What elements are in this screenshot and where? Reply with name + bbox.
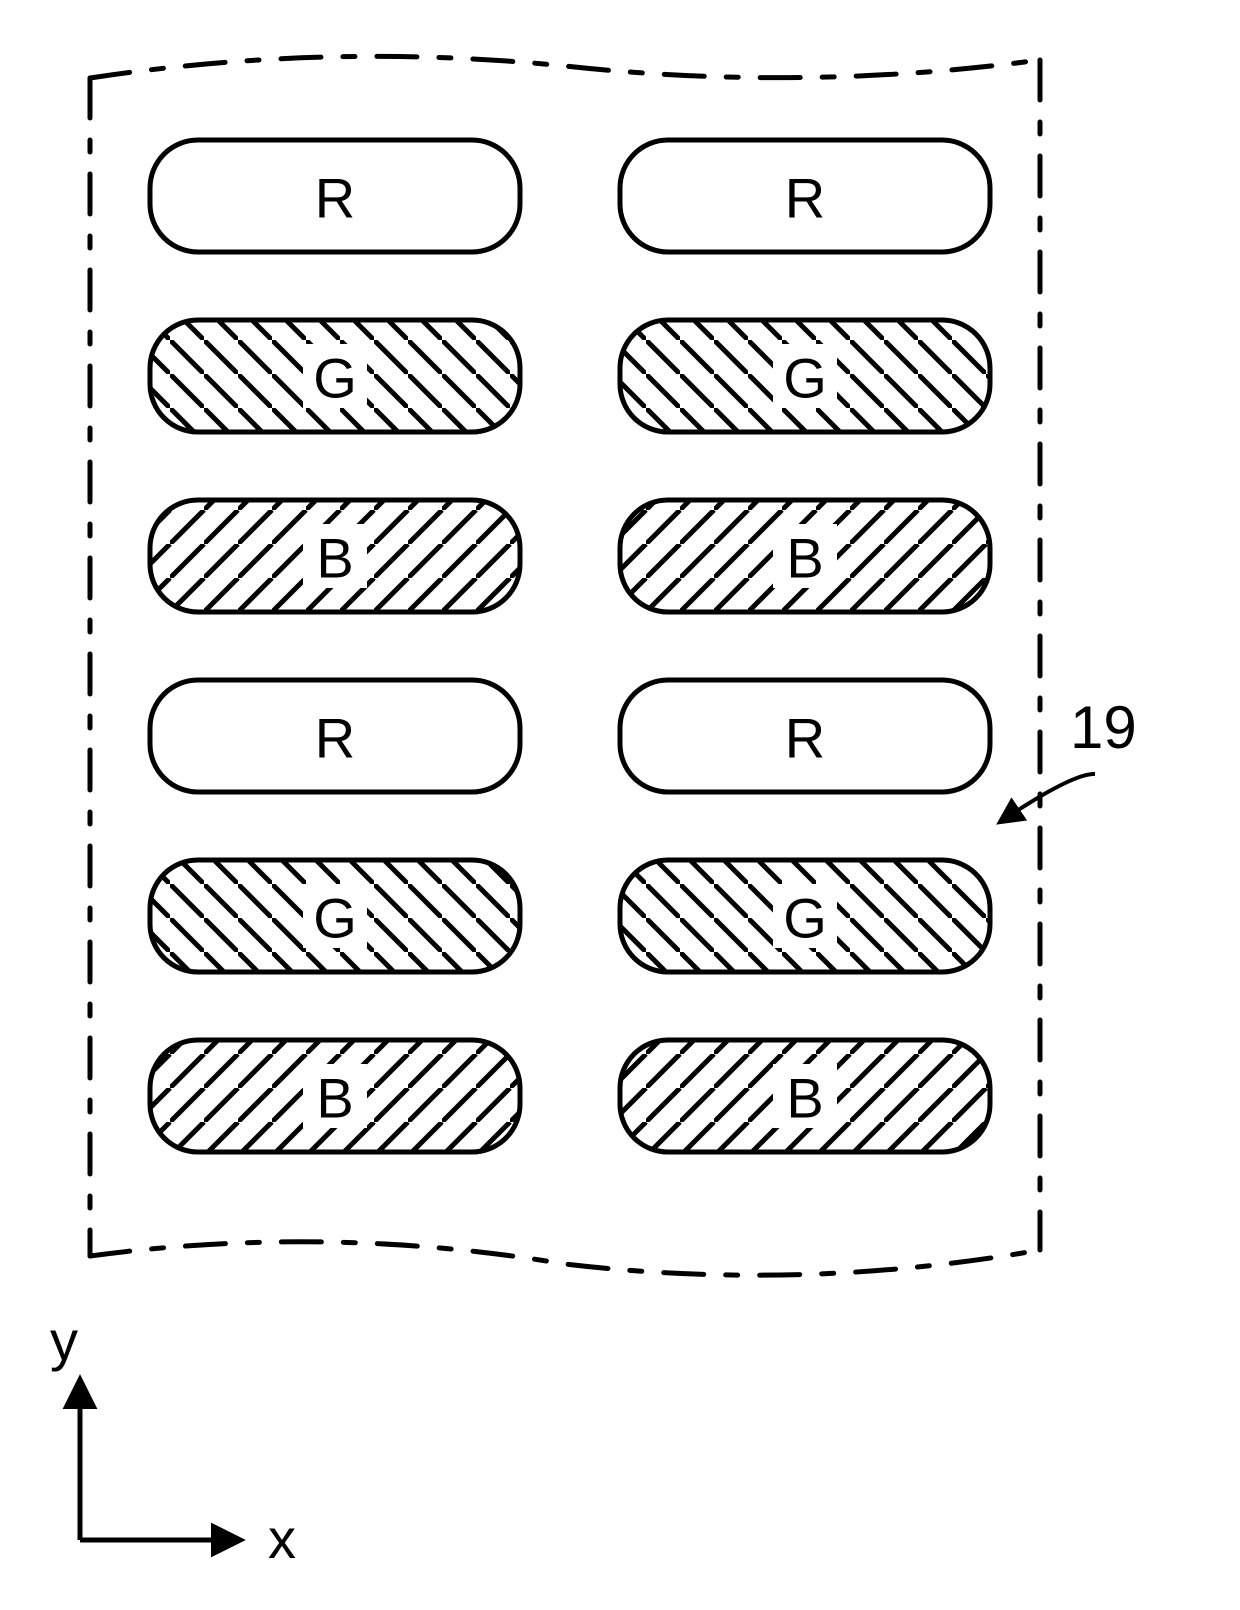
pixel-g: G	[620, 320, 990, 432]
pixel-r: R	[620, 680, 990, 792]
y-axis-label: y	[50, 1309, 78, 1372]
callout-19-label: 19	[1070, 694, 1137, 761]
pixel-label: R	[785, 167, 825, 230]
pixel-label: G	[783, 887, 827, 950]
pixel-label: B	[786, 1067, 823, 1130]
pixel-label: G	[313, 347, 357, 410]
pixel-label: G	[313, 887, 357, 950]
pixel-b: B	[150, 500, 520, 612]
pixel-label: R	[315, 167, 355, 230]
callout-19-leader	[1000, 774, 1095, 822]
pixel-r: R	[150, 680, 520, 792]
pixel-label: B	[316, 1067, 353, 1130]
pixel-label: R	[315, 707, 355, 770]
pixel-b: B	[620, 500, 990, 612]
x-axis-label: x	[268, 1507, 296, 1570]
panel-bottom-edge	[90, 1242, 1040, 1275]
pixel-label: G	[783, 347, 827, 410]
pixel-label: B	[316, 527, 353, 590]
panel-top-edge	[90, 56, 1040, 78]
pixel-r: R	[620, 140, 990, 252]
pixel-label: R	[785, 707, 825, 770]
pixel-r: R	[150, 140, 520, 252]
pixel-b: B	[150, 1040, 520, 1152]
pixel-g: G	[150, 860, 520, 972]
pixel-g: G	[150, 320, 520, 432]
pixel-g: G	[620, 860, 990, 972]
pixel-label: B	[786, 527, 823, 590]
pixel-b: B	[620, 1040, 990, 1152]
